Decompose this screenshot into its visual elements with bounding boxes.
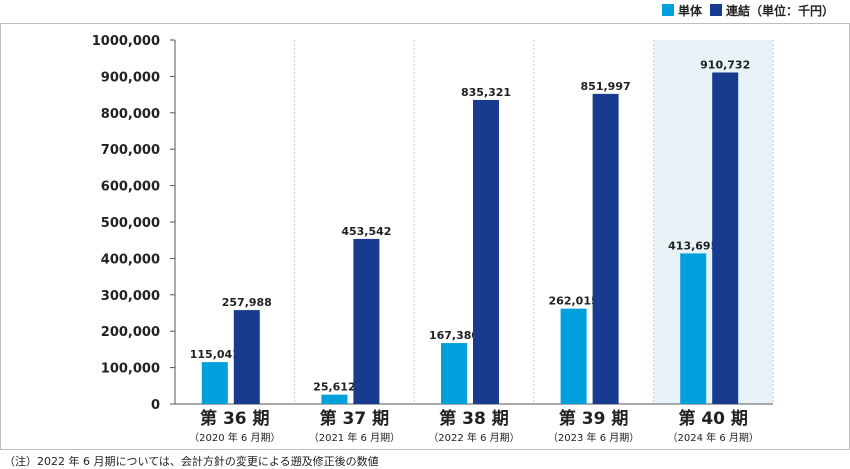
x-category-sublabel: （2023 年 6 月期）	[548, 431, 639, 444]
bar-tantai	[321, 394, 348, 404]
y-tick-label: 0	[151, 398, 160, 413]
y-tick-label: 300,000	[101, 289, 160, 304]
y-tick-label: 600,000	[101, 180, 160, 195]
data-label: 910,732	[700, 58, 750, 71]
legend-label-renketsu: 連結	[726, 3, 750, 18]
x-category-label: 第 40 期	[678, 408, 748, 429]
y-tick-label: 100,000	[101, 362, 160, 377]
legend-label-tantai: 単体	[678, 3, 703, 18]
x-category-sublabel: （2022 年 6 月期）	[428, 431, 519, 444]
x-category-label: 第 39 期	[559, 408, 629, 429]
bar-tantai	[441, 343, 467, 404]
x-category-sublabel: （2021 年 6 月期）	[309, 431, 400, 444]
x-category-sublabel: （2020 年 6 月期）	[189, 431, 280, 444]
x-category-label: 第 38 期	[439, 408, 509, 429]
x-category-sublabel: （2024 年 6 月期）	[668, 431, 759, 444]
legend-swatch-renketsu	[710, 4, 722, 16]
data-label: 25,612	[313, 381, 355, 394]
data-label: 413,695	[668, 239, 718, 252]
y-tick-label: 900,000	[101, 70, 160, 85]
data-label: 257,988	[222, 296, 272, 309]
y-tick-label: 1000,000	[92, 34, 160, 49]
y-tick-label: 700,000	[101, 143, 160, 158]
bar-renketsu	[592, 93, 619, 404]
data-label: 262,015	[549, 295, 599, 308]
bar-renketsu	[473, 99, 499, 405]
legend-swatch-tantai	[662, 4, 674, 16]
data-label: 851,997	[581, 80, 631, 93]
bar-tantai	[201, 362, 228, 404]
bar-renketsu	[233, 310, 260, 404]
legend: 単体 連結 （単位：千円）	[662, 3, 834, 18]
bar-tantai	[680, 253, 707, 404]
data-label: 453,542	[341, 225, 391, 238]
bar-renketsu	[353, 238, 380, 404]
bar-chart: 単体 連結 （単位：千円） 0 100,000 200,000 300,000 400,…	[0, 3, 850, 450]
bar-renketsu	[712, 72, 739, 404]
data-label: 115,041	[190, 348, 240, 361]
x-category-label: 第 37 期	[320, 408, 390, 429]
y-tick-label: 500,000	[101, 216, 160, 231]
bar-tantai	[560, 308, 587, 404]
data-label: 835,321	[461, 86, 511, 99]
y-tick-label: 200,000	[101, 325, 160, 340]
x-category-label: 第 36 期	[200, 408, 270, 429]
y-tick-label: 400,000	[101, 252, 160, 267]
plot-area: 0 100,000 200,000 300,000 400,000 500,000 600,…	[92, 34, 774, 444]
unit-label: （単位：千円）	[750, 3, 834, 18]
y-tick-label: 800,000	[101, 107, 160, 122]
data-label: 167,380	[429, 329, 479, 342]
footnote: （注）2022 年 6 月期については、会計方針の変更による遡及修正後の数値	[4, 455, 379, 468]
